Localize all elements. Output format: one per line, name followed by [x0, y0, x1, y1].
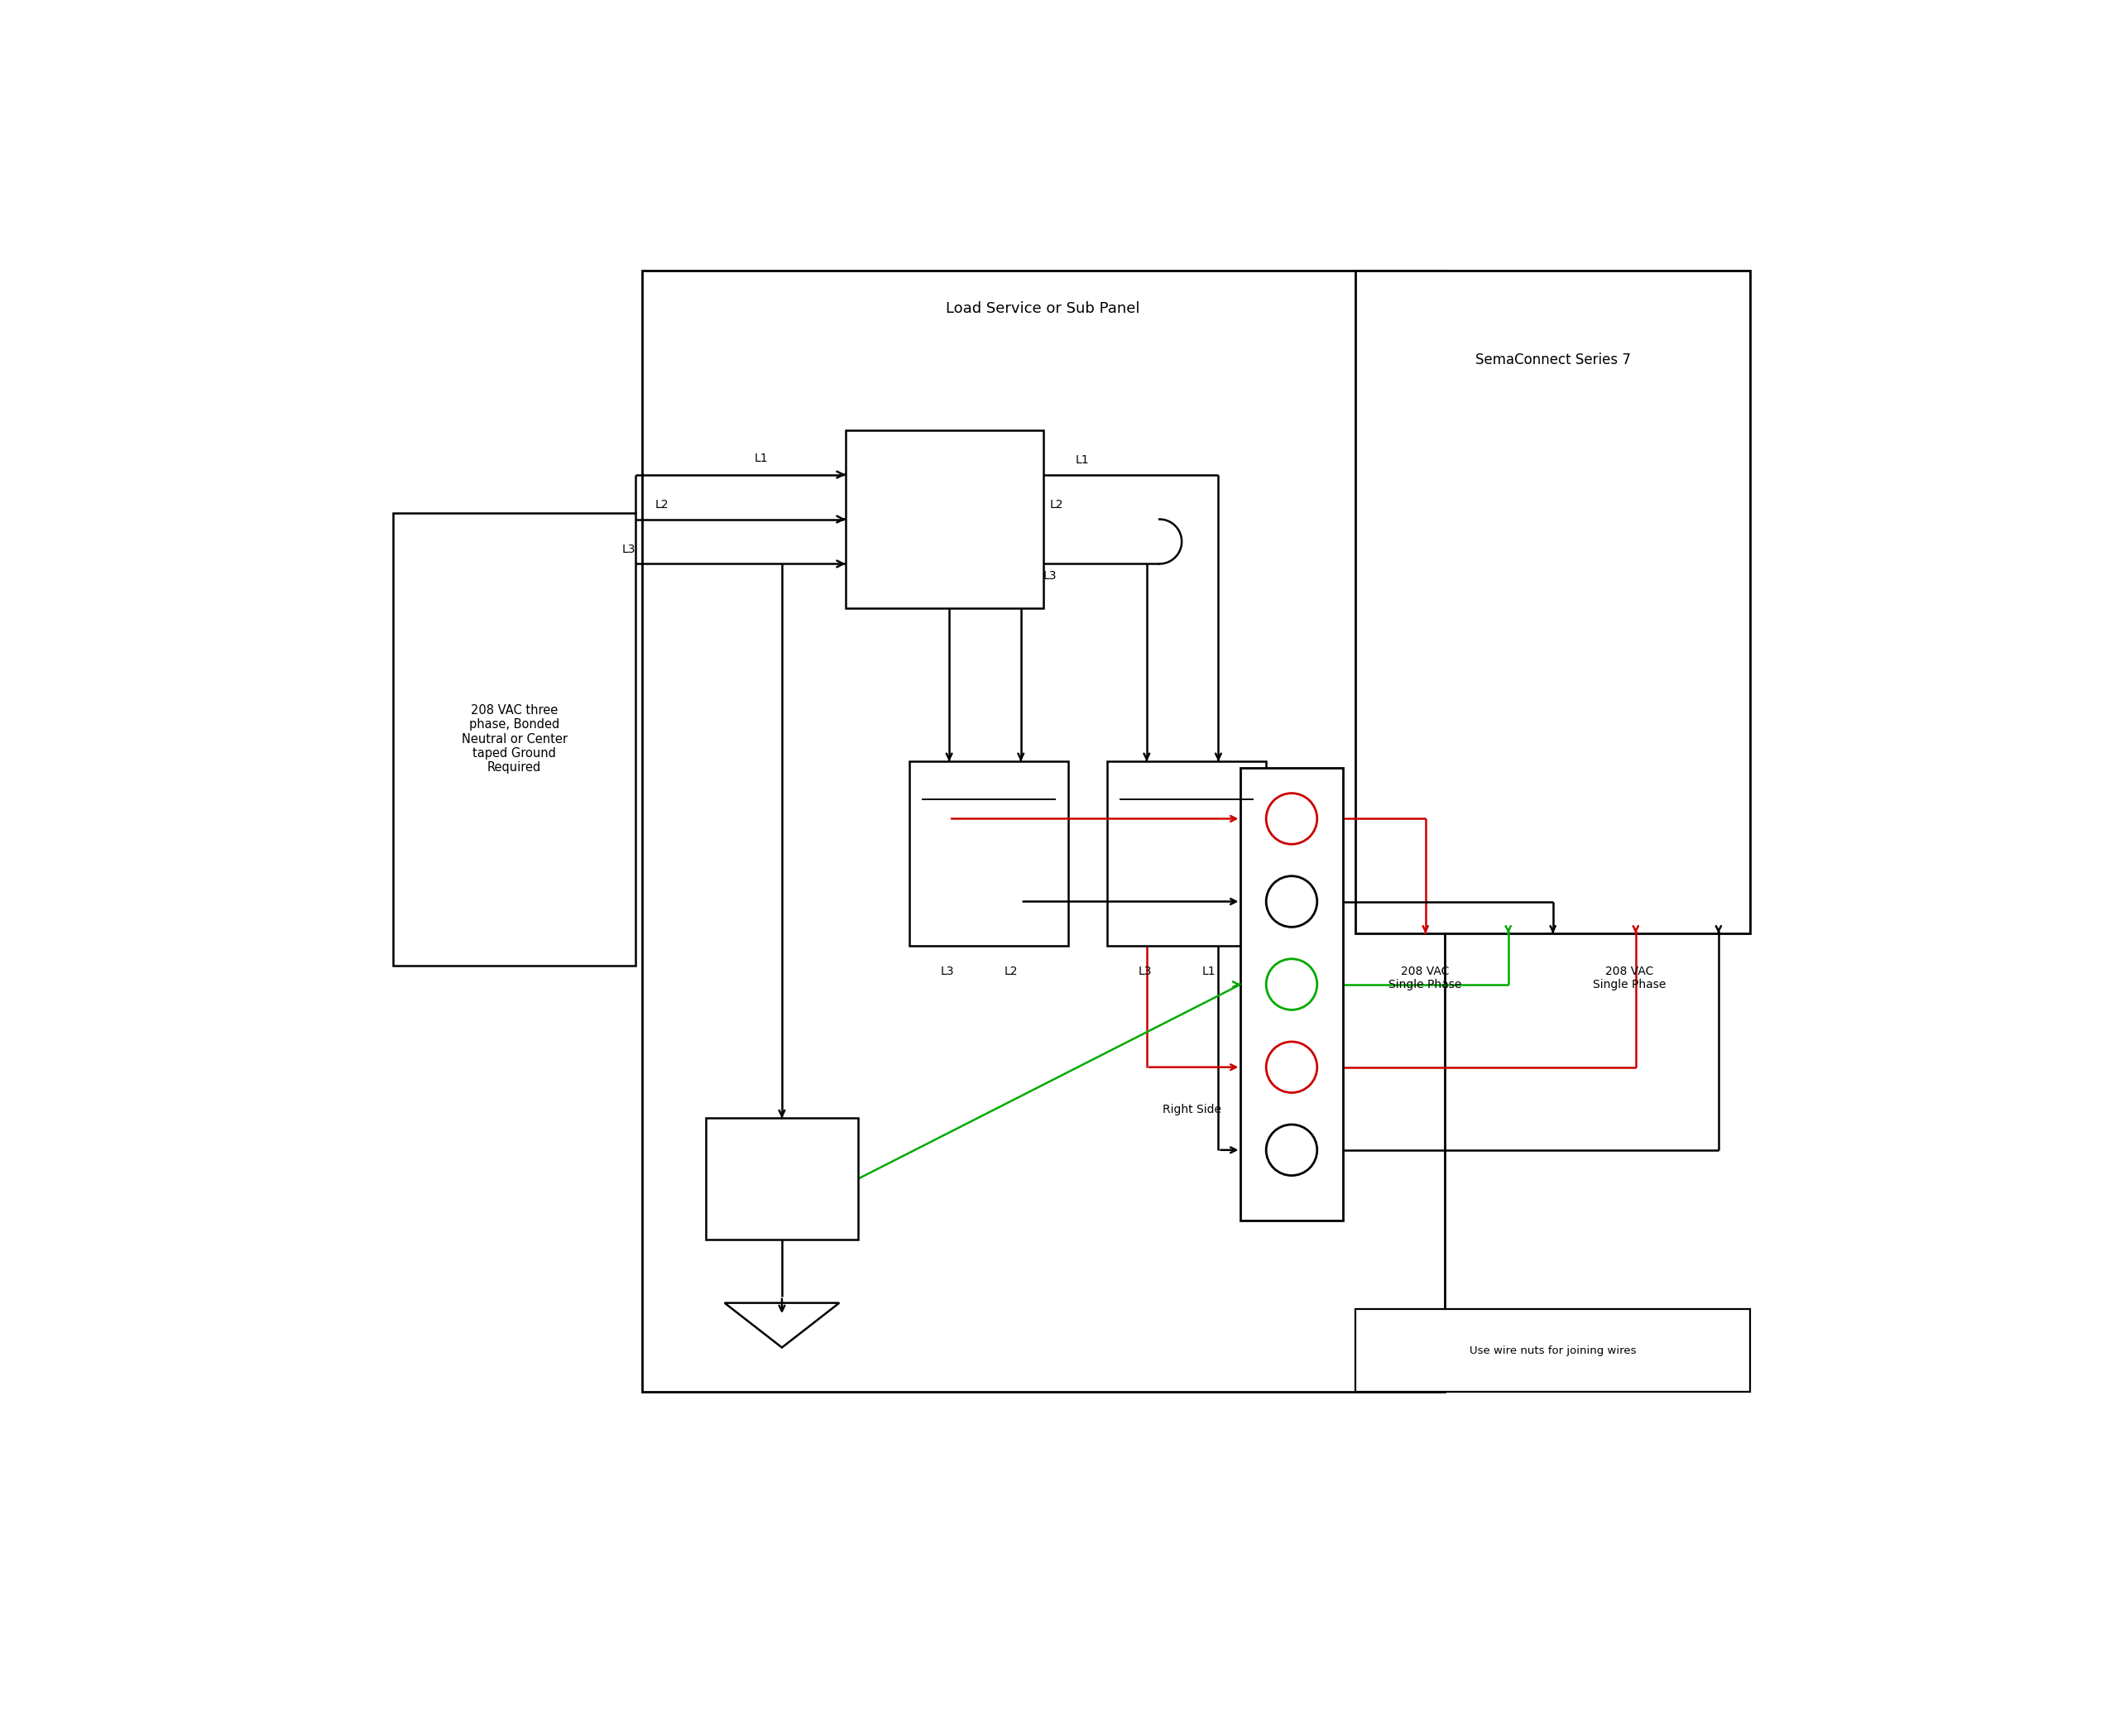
- Text: L2: L2: [656, 498, 669, 510]
- Text: 40 A
Breaker: 40 A Breaker: [966, 840, 1013, 868]
- Text: 208 VAC three
phase, Bonded
Neutral or Center
taped Ground
Required: 208 VAC three phase, Bonded Neutral or C…: [462, 705, 568, 774]
- Text: 40 A
Breaker: 40 A Breaker: [1163, 840, 1209, 868]
- Text: L3: L3: [1137, 965, 1152, 977]
- Bar: [641, 271, 1445, 1392]
- Text: L2: L2: [1049, 498, 1063, 510]
- Text: SemaConnect Series 7: SemaConnect Series 7: [1475, 352, 1631, 368]
- Bar: [909, 762, 1068, 946]
- Text: Ground
Bus: Ground Bus: [760, 1165, 804, 1193]
- Circle shape: [1266, 958, 1317, 1010]
- Text: Use wire nuts for joining wires: Use wire nuts for joining wires: [1469, 1345, 1635, 1356]
- Circle shape: [1266, 1042, 1317, 1092]
- Text: Load Service or Sub Panel: Load Service or Sub Panel: [945, 302, 1139, 316]
- Bar: [1355, 1309, 1751, 1392]
- Text: L1: L1: [755, 453, 768, 465]
- Text: L3: L3: [622, 543, 635, 556]
- Text: L2: L2: [1004, 965, 1019, 977]
- Bar: [1108, 762, 1266, 946]
- Bar: [846, 431, 1042, 608]
- Bar: [1241, 767, 1342, 1220]
- Text: L1: L1: [1203, 965, 1215, 977]
- Bar: [392, 512, 635, 965]
- Text: 208 VAC
Single Phase: 208 VAC Single Phase: [1388, 965, 1462, 990]
- Circle shape: [1266, 793, 1317, 844]
- Bar: [705, 1118, 859, 1240]
- Text: L1: L1: [1074, 455, 1089, 465]
- Circle shape: [1266, 1125, 1317, 1175]
- Bar: [1355, 271, 1751, 934]
- Text: L3: L3: [1042, 569, 1057, 582]
- Text: Right Side: Right Side: [1163, 1104, 1222, 1115]
- Text: Left Side: Left Side: [1171, 858, 1222, 870]
- Text: 208 VAC
Single Phase: 208 VAC Single Phase: [1593, 965, 1667, 990]
- Text: Main
Panel: Main Panel: [926, 503, 962, 535]
- Text: L3: L3: [941, 965, 954, 977]
- Circle shape: [1266, 877, 1317, 927]
